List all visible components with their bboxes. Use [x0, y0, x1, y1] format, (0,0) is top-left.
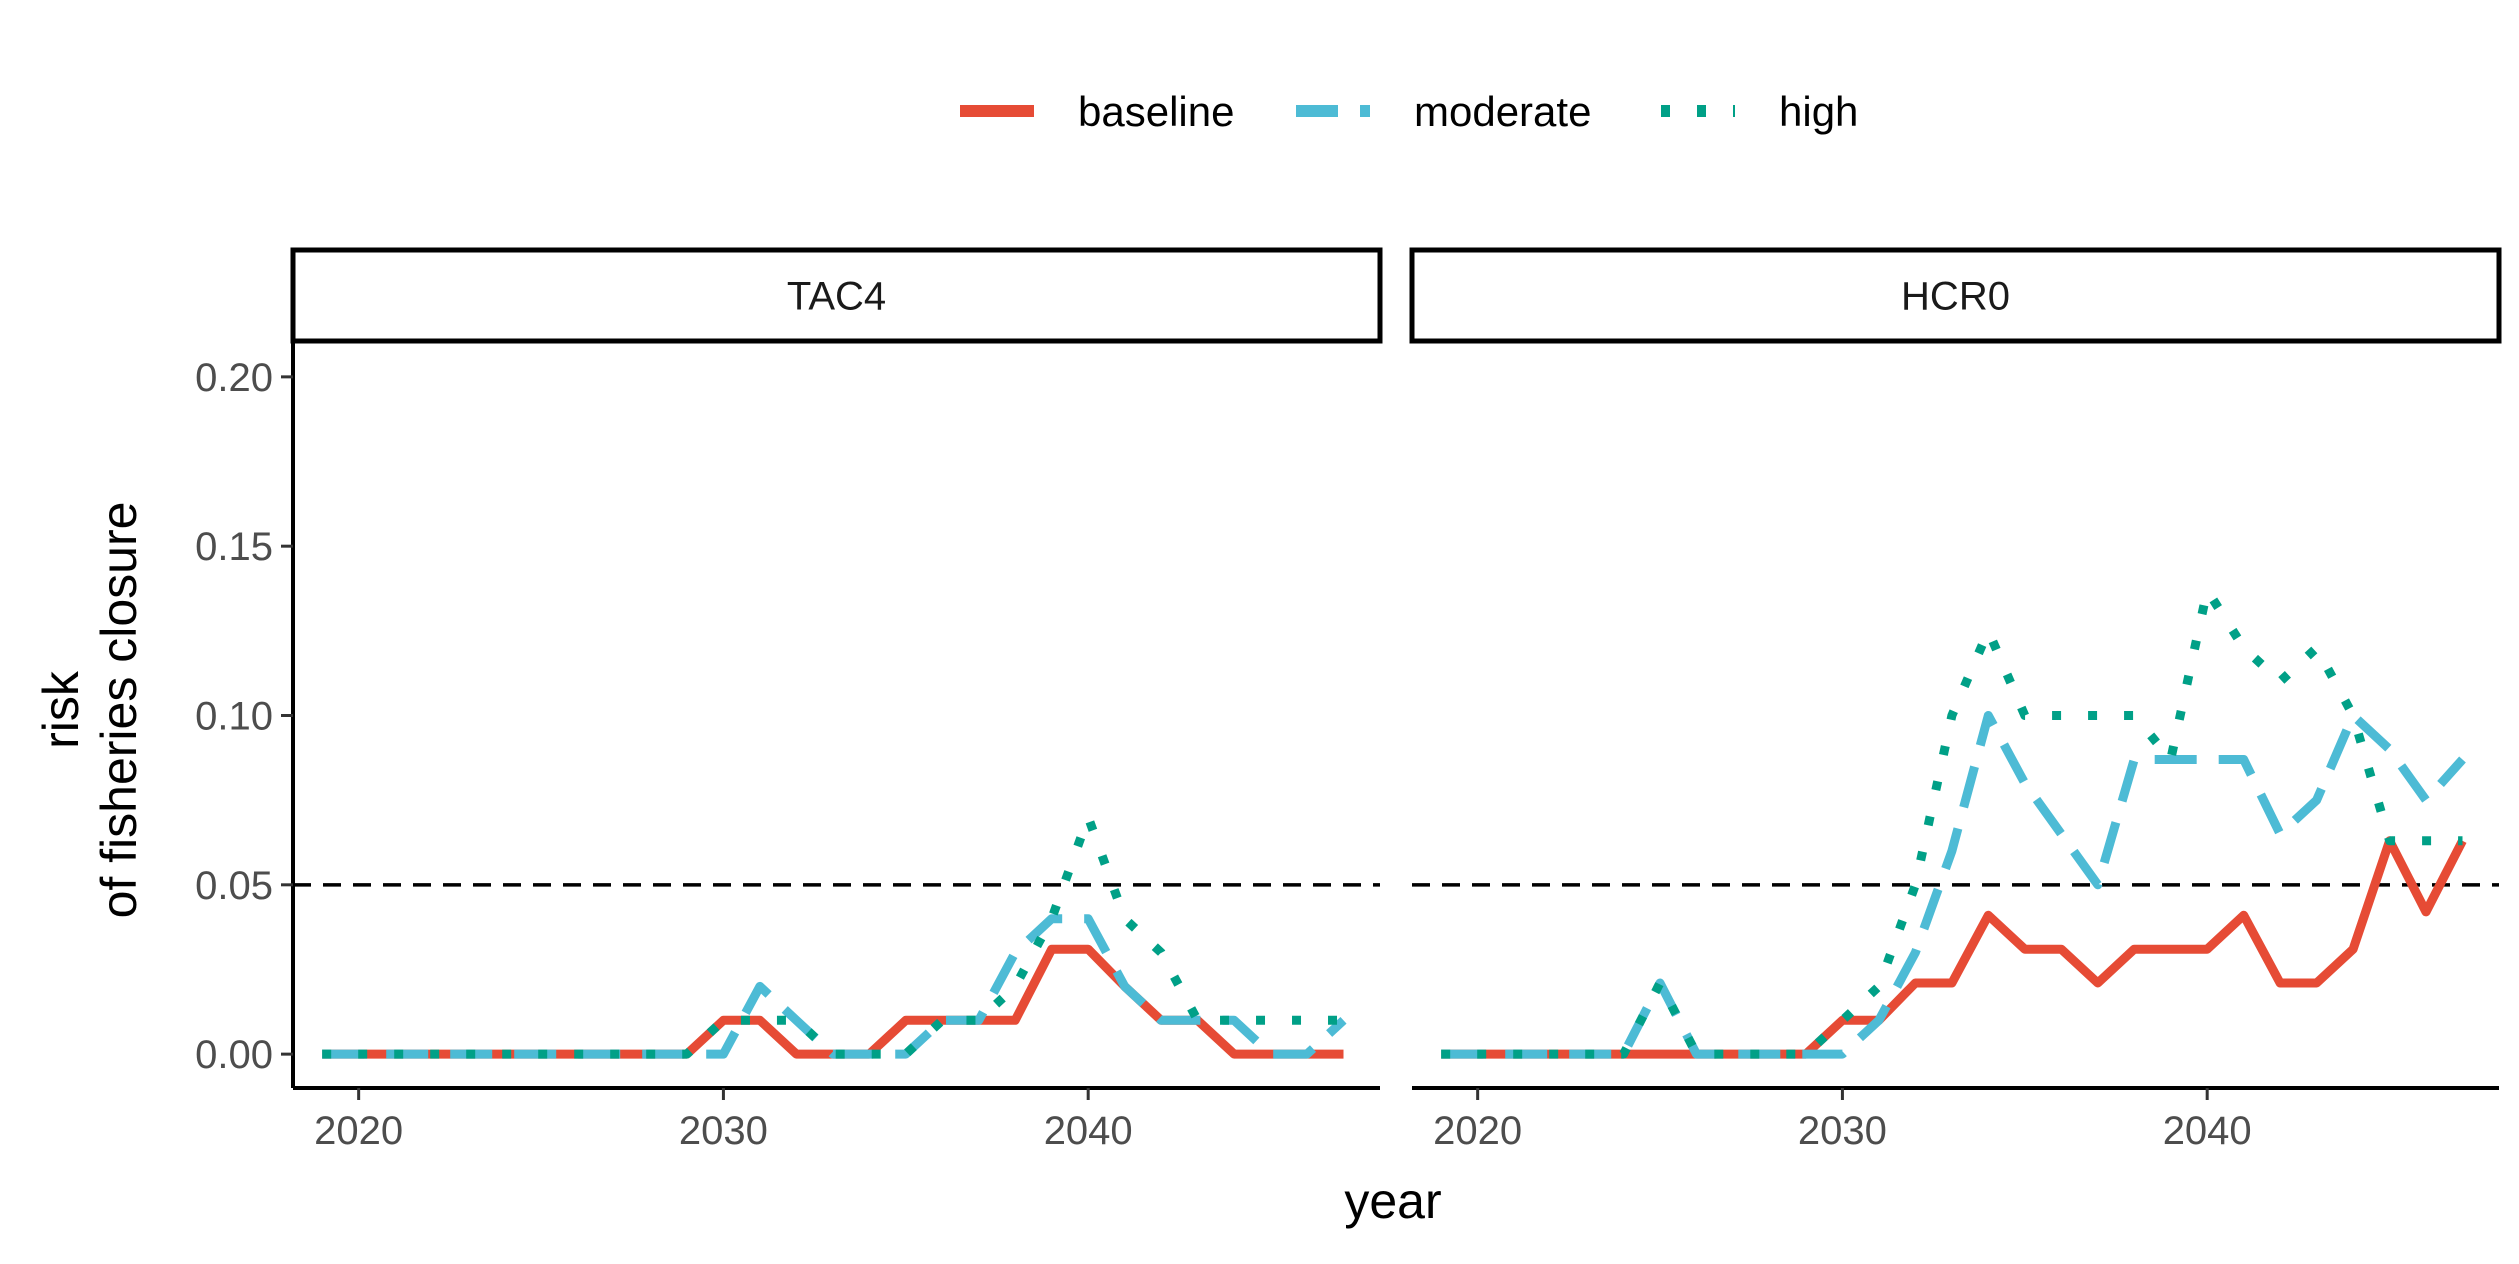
- legend: baseline moderate high: [960, 88, 1858, 135]
- y-axis-title-text: riskof fisheries closure: [33, 502, 147, 919]
- panel-strip: [290, 247, 1383, 344]
- legend-label-moderate: moderate: [1414, 88, 1591, 135]
- x-tick-label: 2030: [679, 1109, 768, 1153]
- series-line-baseline: [1441, 836, 2467, 1059]
- panel-strip: [1409, 247, 2502, 344]
- legend-label-high: high: [1779, 88, 1858, 135]
- panel-tac4: TAC4 0.00 0.05 0.10 0.15 0.20 2020 2030 2040: [195, 247, 1383, 1153]
- y-tick-label: 0.05: [195, 864, 273, 908]
- y-tick-label: 0.20: [195, 356, 273, 400]
- y-tick-label: 0.10: [195, 695, 273, 739]
- legend-label-baseline: baseline: [1078, 88, 1234, 135]
- y-tick-label: 0.15: [195, 525, 273, 569]
- x-tick-label: 2020: [314, 1109, 403, 1153]
- series-line-moderate: [322, 914, 1347, 1059]
- panel-title: HCR0: [1901, 275, 2010, 319]
- x-tick-label: 2040: [1044, 1109, 1133, 1153]
- x-tick-label: 2030: [1798, 1109, 1887, 1153]
- x-tick-label: 2040: [2163, 1109, 2252, 1153]
- series-line-high: [1441, 585, 2463, 1059]
- y-axis-title: riskof fisheries closure: [33, 502, 147, 919]
- panel-title: TAC4: [787, 275, 886, 319]
- x-tick-label: 2020: [1433, 1109, 1522, 1153]
- y-axis-title-line: of fisheries closure: [91, 502, 147, 919]
- series-line-moderate: [1441, 711, 2466, 1059]
- y-tick-label: 0.00: [195, 1033, 273, 1077]
- panel-hcr0: HCR0 2020 2030 2040: [1409, 247, 2502, 1153]
- y-axis-title-line: risk: [33, 670, 89, 749]
- x-axis-title: year: [1344, 1173, 1441, 1229]
